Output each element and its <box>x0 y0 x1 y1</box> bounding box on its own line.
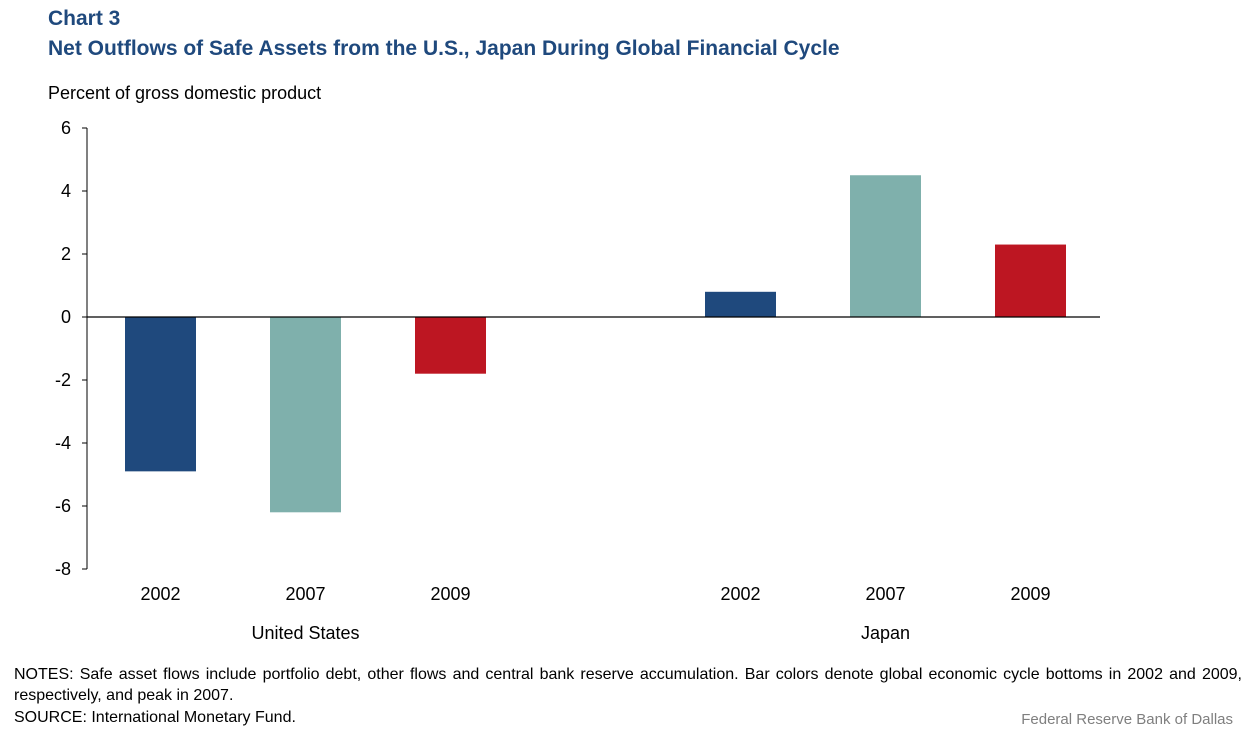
y-tick-label: -2 <box>55 370 71 390</box>
group-label-united-states: United States <box>251 623 359 643</box>
x-tick-label: 2009 <box>430 584 470 604</box>
bar-japan-2002 <box>705 291 776 317</box>
bar-united-states-2002 <box>125 317 196 472</box>
y-axis-label: Percent of gross domestic product <box>48 83 322 103</box>
y-tick-label: 4 <box>61 181 71 201</box>
bar-united-states-2009 <box>415 317 486 374</box>
chart-source: SOURCE: International Monetary Fund. <box>14 709 296 726</box>
y-tick-label: -6 <box>55 496 71 516</box>
x-tick-label: 2009 <box>1010 584 1050 604</box>
y-tick-label: 6 <box>61 118 71 138</box>
y-tick-label: -8 <box>55 559 71 579</box>
y-tick-label: -4 <box>55 433 71 453</box>
chart-credit: Federal Reserve Bank of Dallas <box>1021 711 1233 728</box>
chart-notes: NOTES: Safe asset flows include portfoli… <box>14 666 1242 704</box>
chart-title: Net Outflows of Safe Assets from the U.S… <box>48 37 840 60</box>
chart-label: Chart 3 <box>48 7 121 30</box>
group-label-japan: Japan <box>861 623 910 643</box>
bar-japan-2009 <box>995 244 1066 317</box>
y-tick-label: 0 <box>61 307 71 327</box>
x-tick-label: 2007 <box>865 584 905 604</box>
bar-united-states-2007 <box>270 317 341 513</box>
x-tick-label: 2002 <box>720 584 760 604</box>
x-tick-label: 2002 <box>140 584 180 604</box>
bar-japan-2007 <box>850 175 921 317</box>
x-tick-label: 2007 <box>285 584 325 604</box>
y-tick-label: 2 <box>61 244 71 264</box>
